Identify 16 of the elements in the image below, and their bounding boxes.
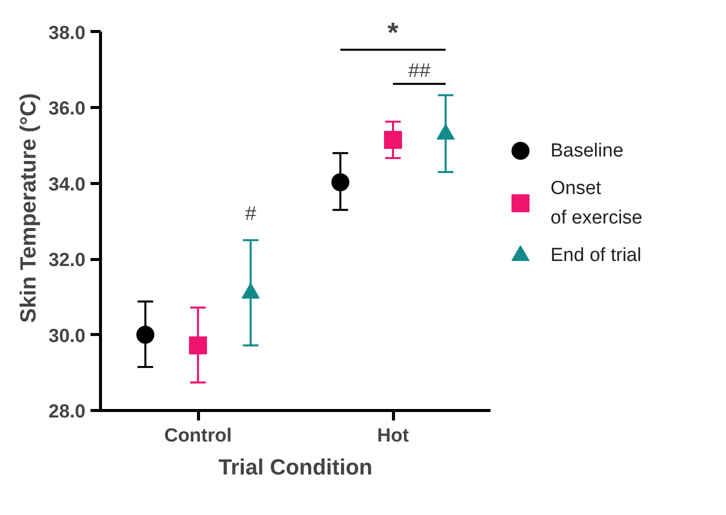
legend-label: End of trial	[550, 245, 642, 266]
y-tick-label: 32.0	[48, 250, 86, 272]
legend-label: Onset of exercise	[550, 178, 642, 228]
annotation: *	[388, 16, 399, 48]
y-tick-label: 30.0	[48, 326, 86, 347]
y-tick-label: 36.0	[48, 98, 86, 120]
legend-label: Baseline	[550, 140, 624, 162]
x-tick-label: Control	[164, 426, 232, 446]
annotation: ##	[408, 60, 432, 82]
x-axis-title: Trial Condition	[218, 454, 373, 480]
y-tick-label: 34.0	[48, 174, 86, 196]
y-tick-label: 28.0	[48, 402, 86, 422]
y-axis-title: Skin Temperature (°C)	[16, 93, 41, 323]
annotation: #	[245, 203, 258, 226]
x-tick-label: Hot	[377, 426, 410, 446]
y-tick-label: 38.0	[48, 22, 86, 44]
